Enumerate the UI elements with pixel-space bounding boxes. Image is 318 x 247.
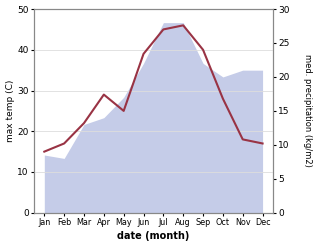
X-axis label: date (month): date (month) [117,231,190,242]
Y-axis label: max temp (C): max temp (C) [5,80,15,142]
Y-axis label: med. precipitation (kg/m2): med. precipitation (kg/m2) [303,54,313,167]
